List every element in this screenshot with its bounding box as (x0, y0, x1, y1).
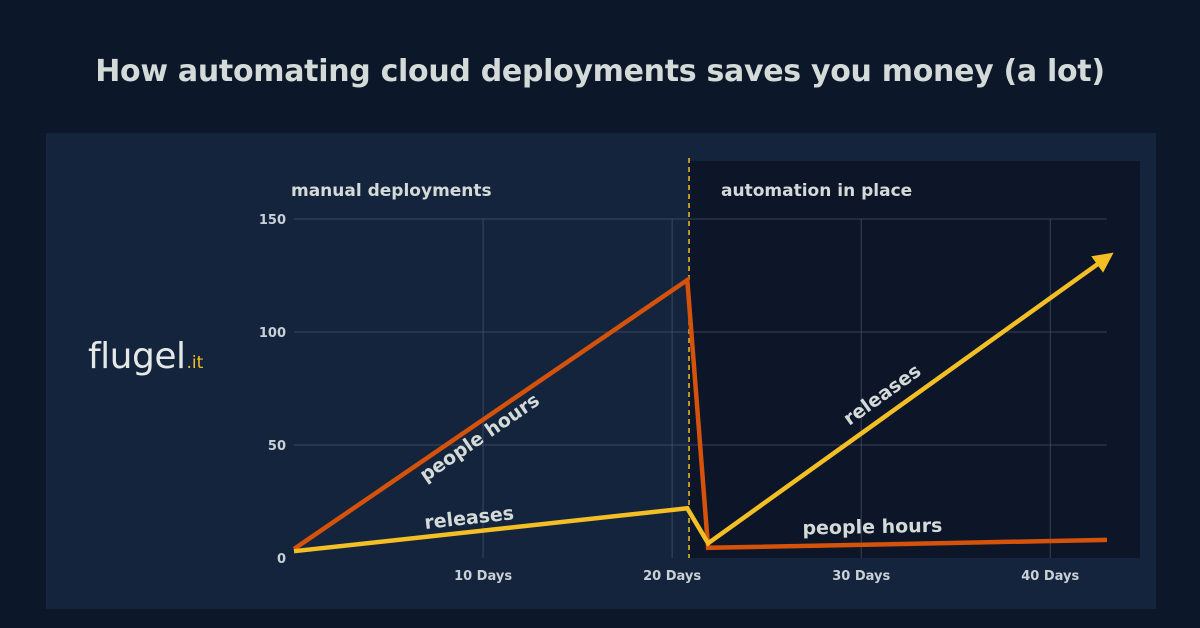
series-line-releases (293, 252, 1114, 554)
x-tick-label-3: 40 Days (1021, 569, 1079, 584)
x-tick-label-0: 10 Days (454, 569, 512, 584)
automation-region-background (689, 161, 1140, 558)
flugel-logo: flugel.it (88, 337, 203, 383)
y-tick-label-1: 50 (268, 439, 286, 454)
y-tick-label-3: 150 (259, 213, 286, 228)
x-tick-label-1: 20 Days (643, 569, 701, 584)
section-label-automation-in-place: automation in place (721, 181, 912, 201)
x-tick-label-2: 30 Days (832, 569, 890, 584)
series-label-people-hours-0: people hours (416, 389, 544, 486)
series-line-people-hours (292, 275, 1108, 551)
series-label-people-hours-1: people hours (802, 515, 942, 540)
y-tick-label-2: 100 (259, 326, 286, 341)
logo-name: flugel (88, 336, 186, 377)
section-label-manual-deployments: manual deployments (291, 181, 492, 201)
page-title: How automating cloud deployments saves y… (95, 54, 1105, 89)
y-tick-label-0: 0 (277, 552, 286, 567)
logo-tld: .it (186, 353, 204, 373)
